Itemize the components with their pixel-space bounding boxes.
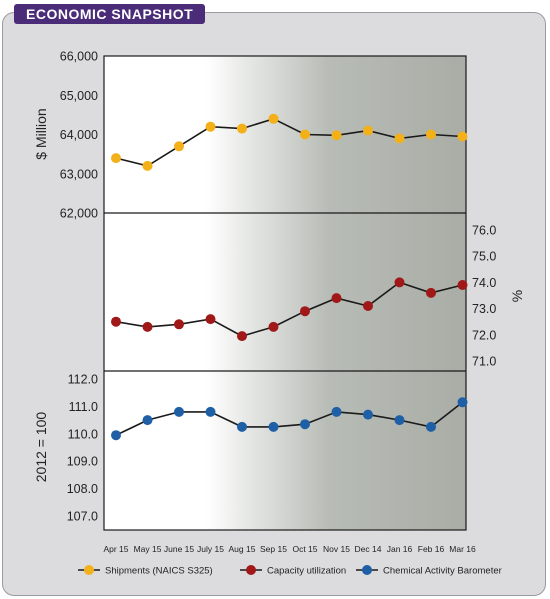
data-point <box>363 409 373 420</box>
y-tick-label: 65,000 <box>60 89 98 103</box>
y-tick-label: 63,000 <box>60 167 98 181</box>
y-tick-label: 107.0 <box>67 510 98 524</box>
y-tick-label: 108.0 <box>67 482 98 496</box>
x-tick-label: Aug 15 <box>229 544 256 554</box>
data-point <box>331 130 342 141</box>
data-point <box>174 319 184 330</box>
x-tick-label: Sep 15 <box>260 544 287 554</box>
x-tick-label: June 15 <box>164 544 195 554</box>
data-point <box>205 314 216 325</box>
series-line <box>115 281 463 337</box>
data-point <box>457 131 468 142</box>
data-point <box>237 421 247 432</box>
y-tick-label: 66,000 <box>60 50 98 64</box>
y-tick-label: 109.0 <box>67 455 98 469</box>
y-axis-label: 2012 = 100 <box>33 412 49 483</box>
data-point <box>111 430 121 441</box>
y-tick-label: 75.0 <box>472 250 496 264</box>
legend-label: Shipments (NAICS S325) <box>105 566 213 577</box>
series-line <box>115 117 463 167</box>
y-tick-label: 73.0 <box>472 302 496 316</box>
data-point <box>174 406 184 417</box>
plot-area <box>103 55 467 531</box>
x-tick-label: Jan 16 <box>387 544 413 554</box>
y-axis-label: % <box>509 290 525 302</box>
data-point <box>331 293 342 304</box>
data-point <box>300 306 310 317</box>
data-point <box>237 331 247 342</box>
data-point <box>237 123 247 134</box>
data-point <box>205 406 216 417</box>
data-point <box>394 277 405 288</box>
y-tick-label: 76.0 <box>472 224 496 238</box>
data-point <box>268 113 279 124</box>
data-point <box>394 415 405 426</box>
data-point <box>457 280 468 290</box>
y-tick-label: 72.0 <box>472 328 496 342</box>
data-point <box>300 419 310 430</box>
series-line <box>115 401 463 436</box>
x-tick-label: Oct 15 <box>292 544 317 554</box>
data-point <box>363 125 373 136</box>
y-tick-label: 111.0 <box>69 400 98 414</box>
y-axis-label: $ Million <box>33 108 49 159</box>
data-point <box>205 121 216 132</box>
data-point <box>426 287 436 298</box>
x-tick-label: Apr 15 <box>103 544 128 554</box>
y-tick-label: 64,000 <box>60 128 98 142</box>
x-tick-label: May 15 <box>134 544 162 554</box>
y-tick-label: 74.0 <box>472 276 496 290</box>
legend-marker <box>84 565 94 575</box>
chart-marks: 66,000 65,000 64,000 63,000 62,000 $ Million 7… <box>33 50 525 577</box>
legend-label: Capacity utilization <box>267 566 346 577</box>
data-point <box>394 133 405 144</box>
y-tick-label: 71.0 <box>472 355 496 369</box>
data-point <box>426 421 436 432</box>
y-tick-label: 110.0 <box>68 427 98 441</box>
legend-marker <box>246 565 256 575</box>
legend-marker <box>362 565 372 575</box>
data-point <box>363 301 373 311</box>
legend-label: Chemical Activity Barometer <box>383 566 502 577</box>
data-point <box>268 321 279 332</box>
data-point <box>331 406 342 417</box>
data-point <box>142 415 153 426</box>
data-point <box>426 129 436 140</box>
data-point <box>142 321 153 332</box>
data-point <box>111 316 121 327</box>
page-title: ECONOMIC SNAPSHOT <box>14 4 206 24</box>
x-tick-label: July 15 <box>197 544 224 554</box>
y-tick-label: 62,000 <box>60 207 98 221</box>
data-point <box>111 153 121 164</box>
data-point <box>457 397 468 408</box>
data-point <box>142 160 153 171</box>
x-tick-label: Mar 16 <box>449 544 476 554</box>
x-tick-label: Nov 15 <box>323 544 350 554</box>
data-point <box>268 421 279 432</box>
data-point <box>300 129 310 140</box>
y-tick-label: 112.0 <box>68 373 98 387</box>
x-tick-label: Feb 16 <box>418 544 445 554</box>
x-tick-label: Dec 14 <box>355 544 382 554</box>
data-point <box>174 141 184 152</box>
